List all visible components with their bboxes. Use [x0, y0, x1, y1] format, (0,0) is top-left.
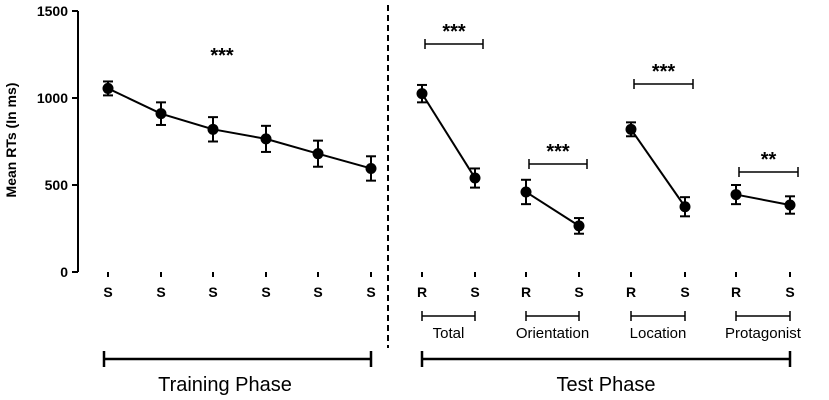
group-label-location: Location [630, 325, 687, 342]
significance-bracket-orientation [528, 159, 588, 169]
series-line-protagonist [735, 193, 791, 206]
significance-orientation: *** [546, 141, 570, 163]
x-tick-label: S [366, 284, 375, 300]
x-tick-label: S [261, 284, 270, 300]
data-point-total [416, 88, 428, 100]
x-tick-label: S [574, 284, 583, 300]
x-tick-label: S [156, 284, 165, 300]
series-line-location [630, 128, 686, 208]
phase-bracket-test [420, 351, 792, 367]
group-bracket-total [421, 311, 476, 321]
plot-area: S S S S S S *** Training Phase R S *** Total R S *** Or… [102, 5, 802, 396]
significance-total: *** [442, 21, 466, 43]
data-point-protagonist [730, 189, 742, 201]
phase-label-test: Test Phase [557, 374, 656, 396]
phase-bracket-training [102, 351, 373, 367]
series-line-orientation [525, 191, 580, 227]
x-tick-label: S [680, 284, 689, 300]
y-axis: 0 500 1000 1500 [37, 3, 79, 280]
x-tick-label: R [417, 284, 427, 300]
significance-bracket-location [633, 79, 694, 89]
significance-protagonist: ** [761, 149, 777, 171]
group-label-protagonist: Protagonist [725, 325, 802, 342]
y-tick-label: 0 [60, 264, 68, 280]
x-tick-label: R [626, 284, 636, 300]
x-tick-label: S [785, 284, 794, 300]
group-bracket-orientation [525, 311, 580, 321]
significance-location: *** [652, 61, 676, 83]
data-point-location [625, 123, 637, 135]
group-label-orientation: Orientation [516, 325, 589, 342]
group-bracket-location [630, 311, 686, 321]
data-point-training [260, 133, 272, 145]
data-point-total [469, 172, 481, 184]
x-tick-label: S [470, 284, 479, 300]
data-point-training [102, 82, 114, 94]
group-label-total: Total [433, 325, 465, 342]
x-tick-label: S [208, 284, 217, 300]
series-line-training [107, 87, 372, 170]
significance-training: *** [210, 45, 234, 67]
y-tick-label: 1500 [37, 3, 68, 19]
data-point-training [312, 148, 324, 160]
data-point-orientation [573, 220, 585, 232]
x-tick-label: R [521, 284, 531, 300]
x-tick-label: S [313, 284, 322, 300]
data-point-training [155, 108, 167, 120]
x-tick-label: R [731, 284, 741, 300]
data-point-protagonist [784, 199, 796, 211]
data-point-orientation [520, 186, 532, 198]
data-point-location [679, 201, 691, 213]
data-point-training [365, 162, 377, 174]
significance-bracket-total [424, 39, 484, 49]
x-tick-label: S [103, 284, 112, 300]
significance-bracket-protagonist [738, 167, 799, 177]
phase-label-training: Training Phase [158, 374, 292, 396]
y-axis-label: Mean RTs (In ms) [3, 83, 19, 198]
y-tick-label: 500 [45, 177, 69, 193]
y-tick-label: 1000 [37, 90, 68, 106]
data-point-training [207, 123, 219, 135]
series-line-total [421, 93, 476, 179]
group-bracket-protagonist [735, 311, 791, 321]
